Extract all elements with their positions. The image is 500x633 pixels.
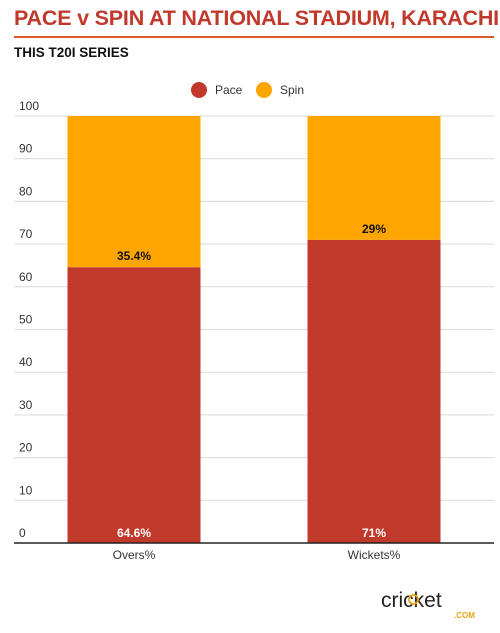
y-tick-label-0: 0 [19, 526, 26, 540]
legend-swatch-spin [256, 82, 272, 98]
legend-item-spin: Spin [256, 82, 304, 98]
data-label-spin-0: 35.4% [117, 249, 151, 263]
legend-item-pace: Pace [191, 82, 242, 98]
y-tick-label-50: 50 [19, 313, 33, 327]
chart-title: PACE v SPIN AT NATIONAL STADIUM, KARACHI [14, 6, 499, 30]
y-tick-label-40: 40 [19, 355, 33, 369]
x-tick-label-1: Wickets% [348, 548, 401, 562]
legend-label-spin: Spin [280, 83, 305, 97]
y-tick-label-90: 90 [19, 142, 33, 156]
logo-suffix: .COM [454, 611, 475, 620]
legend-swatch-pace [191, 82, 207, 98]
title-divider [14, 36, 494, 38]
bar-spin-1 [307, 116, 441, 240]
logo-ring-icon [408, 594, 419, 605]
logo-wordmark: cricket [381, 589, 442, 612]
bar-pace-0 [67, 267, 201, 543]
x-tick-label-0: Overs% [113, 548, 156, 562]
chart-legend: Pace Spin [0, 82, 500, 98]
cricket-com-logo: cricket .COM [381, 589, 475, 620]
y-tick-label-100: 100 [19, 99, 39, 113]
chart-subtitle: THIS T20I SERIES [14, 45, 129, 60]
data-label-spin-1: 29% [362, 222, 386, 236]
legend-label-pace: Pace [215, 83, 243, 97]
data-label-pace-0: 64.6% [117, 526, 151, 540]
data-label-pace-1: 71% [362, 526, 386, 540]
y-tick-label-10: 10 [19, 483, 33, 497]
y-tick-label-20: 20 [19, 441, 33, 455]
y-tick-label-70: 70 [19, 227, 33, 241]
y-tick-label-80: 80 [19, 184, 33, 198]
y-tick-label-30: 30 [19, 398, 33, 412]
bar-pace-1 [307, 239, 441, 543]
bar-spin-0 [67, 116, 201, 268]
y-tick-label-60: 60 [19, 270, 33, 284]
